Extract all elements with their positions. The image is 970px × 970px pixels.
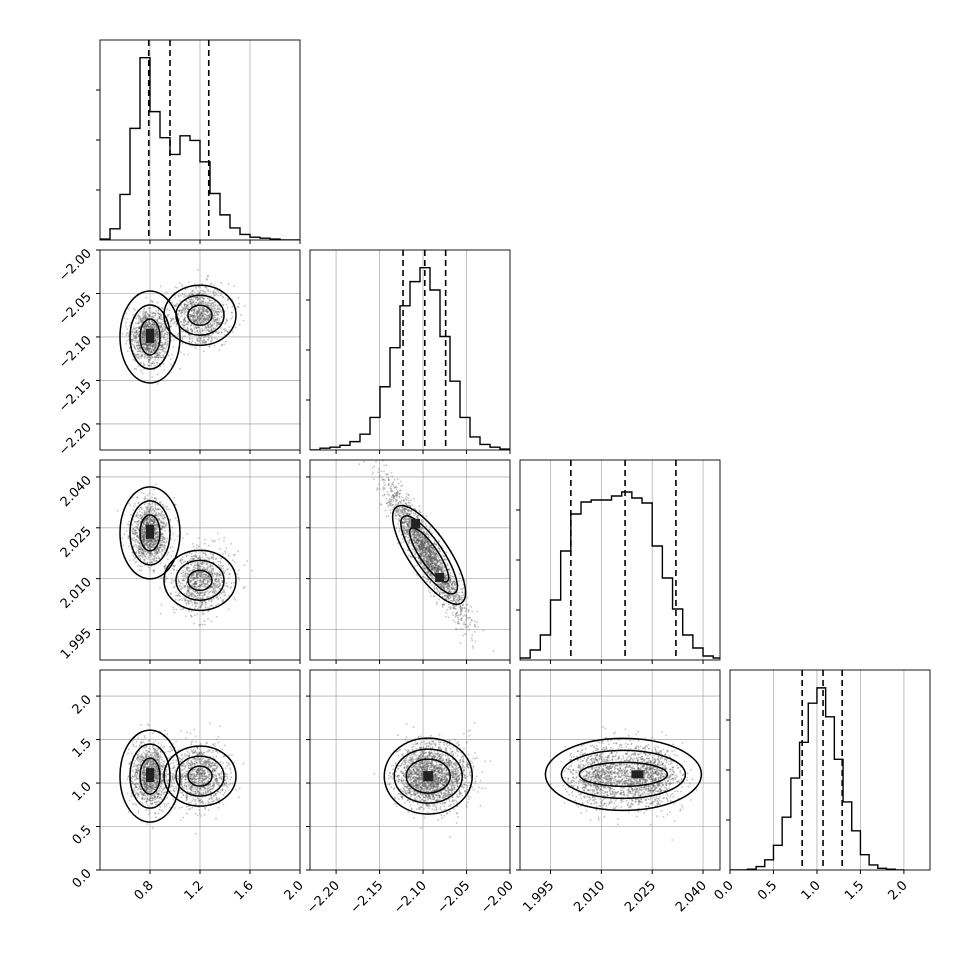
contour-2 xyxy=(405,758,452,794)
contours-p2-p1 xyxy=(391,504,467,606)
scatter-p2-p0 xyxy=(116,483,253,626)
contour-mode0-1 xyxy=(129,500,171,566)
contour-mode1-0 xyxy=(163,745,237,807)
contours-p3-p1 xyxy=(383,737,474,815)
panel-p2-p1 xyxy=(306,460,511,664)
frame-p3 xyxy=(729,669,931,871)
frame-p2-p0 xyxy=(99,459,301,661)
contour-mode1-0 xyxy=(163,549,237,612)
contour-2 xyxy=(408,527,450,583)
contours-p2-p0 xyxy=(119,486,237,612)
panel-p1-p1 xyxy=(306,250,511,454)
contour-mode1-1 xyxy=(175,755,225,797)
contour-mode0-1 xyxy=(129,304,171,370)
contour-2 xyxy=(578,761,669,788)
contour-mode1-2 xyxy=(187,569,213,592)
contour-mode1-1 xyxy=(175,294,225,336)
contour-1 xyxy=(560,749,687,800)
contour-mode1-0 xyxy=(163,284,237,346)
frame-p2 xyxy=(519,459,721,661)
contour-mode0-0 xyxy=(119,486,181,580)
frame-p3-p0 xyxy=(99,669,301,871)
contour-1 xyxy=(400,515,459,595)
contours-p1-p0 xyxy=(119,284,237,384)
panel-p2-p2 xyxy=(516,460,720,664)
histogram-p2 xyxy=(520,491,720,660)
frame-p2-p1 xyxy=(309,459,511,661)
contour-mode0-2 xyxy=(139,514,161,552)
histogram-p0 xyxy=(100,56,300,240)
contour-1 xyxy=(393,748,464,804)
contour-0 xyxy=(391,504,467,606)
histogram-p1 xyxy=(310,266,510,450)
contour-mode1-2 xyxy=(187,765,213,787)
frame-p1-p0 xyxy=(99,249,301,451)
contours-p3-p0 xyxy=(119,729,237,823)
contour-0 xyxy=(383,737,474,815)
frame-p3-p2 xyxy=(519,669,721,871)
panel-p0-p0 xyxy=(96,40,301,244)
frame-p1 xyxy=(309,249,511,451)
contour-mode0-0 xyxy=(119,729,181,823)
contours-p3-p2 xyxy=(544,737,703,812)
contour-mode0-2 xyxy=(139,757,161,795)
panel-p3-p0: 0.00.51.01.52.00.8 1.2 1.6 2.0 xyxy=(70,670,307,903)
contour-0 xyxy=(544,737,703,812)
contour-mode0-0 xyxy=(119,290,181,384)
histogram-p3 xyxy=(730,687,904,870)
contour-mode1-2 xyxy=(187,304,213,326)
contour-mode0-2 xyxy=(139,318,161,356)
contour-mode0-1 xyxy=(129,743,171,809)
frame-p3-p1 xyxy=(309,669,511,871)
contour-mode1-1 xyxy=(175,559,225,602)
frame-p0 xyxy=(99,39,301,241)
